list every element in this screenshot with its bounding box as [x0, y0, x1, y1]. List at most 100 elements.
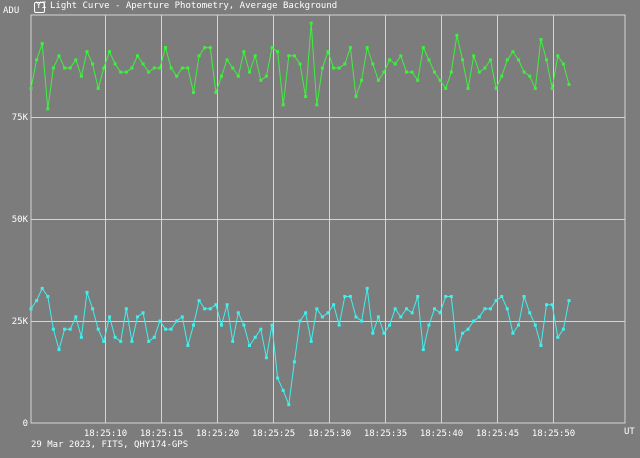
data-point: [248, 344, 251, 347]
data-point: [533, 86, 537, 90]
data-point: [393, 307, 397, 311]
data-point: [197, 299, 201, 303]
data-point: [376, 78, 380, 82]
data-point: [29, 86, 33, 90]
data-point: [186, 344, 190, 347]
x-tick-label: 18:25:40: [420, 429, 463, 439]
data-point: [169, 327, 173, 331]
data-point: [337, 66, 341, 70]
series-group: [29, 21, 571, 407]
data-point: [444, 295, 448, 298]
data-point: [136, 54, 139, 58]
data-point: [203, 307, 207, 311]
data-point: [388, 323, 392, 327]
data-point: [147, 70, 151, 74]
y-tick-label: 75K: [12, 113, 29, 123]
data-point: [180, 315, 184, 319]
data-point: [360, 319, 364, 323]
data-point: [242, 323, 246, 327]
data-point: [489, 307, 492, 311]
data-point: [40, 286, 44, 290]
data-point: [337, 323, 341, 327]
data-point: [51, 66, 55, 70]
y-tick-label: 25K: [12, 317, 29, 327]
data-point: [466, 327, 470, 331]
data-point: [46, 295, 50, 298]
data-point: [29, 307, 33, 311]
data-point: [169, 66, 173, 70]
data-point: [405, 307, 408, 311]
data-point: [242, 50, 246, 54]
data-point: [74, 315, 78, 319]
data-point: [399, 54, 403, 58]
data-point: [399, 315, 403, 319]
data-point: [113, 335, 117, 339]
x-tick-label: 18:25:50: [532, 429, 575, 439]
data-point: [208, 46, 212, 50]
data-point: [79, 74, 83, 78]
data-point: [371, 331, 375, 335]
data-point: [494, 299, 498, 303]
data-point: [214, 303, 218, 307]
data-point: [57, 348, 61, 352]
data-point: [528, 74, 532, 78]
data-point: [455, 348, 459, 352]
data-point: [186, 66, 190, 70]
series-line: [30, 287, 570, 407]
data-point: [354, 95, 358, 99]
data-point: [287, 54, 291, 58]
data-point: [63, 327, 67, 331]
data-point: [68, 327, 72, 331]
data-point: [175, 319, 179, 323]
data-point: [102, 66, 106, 70]
x-axis-label: UT: [624, 427, 635, 437]
data-point: [461, 58, 464, 62]
data-point: [466, 86, 470, 90]
data-point: [365, 286, 369, 290]
data-point: [124, 307, 128, 311]
data-point: [264, 356, 268, 360]
data-point: [40, 42, 44, 46]
data-point: [550, 303, 554, 307]
data-point: [511, 50, 515, 54]
data-point: [483, 66, 487, 70]
data-point: [438, 311, 442, 315]
data-point: [494, 86, 498, 90]
data-point: [410, 70, 414, 74]
data-point: [421, 348, 425, 352]
data-point: [276, 50, 280, 54]
data-point: [68, 66, 72, 70]
data-point: [79, 335, 83, 339]
x-tick-label: 18:25:15: [140, 429, 183, 439]
data-point: [281, 388, 285, 392]
data-point: [96, 327, 100, 331]
data-point: [472, 319, 476, 323]
data-point: [343, 62, 347, 66]
data-point: [567, 82, 571, 86]
data-point: [119, 70, 123, 74]
x-tick-label: 18:25:30: [308, 429, 351, 439]
data-point: [253, 54, 257, 58]
data-point: [410, 311, 414, 315]
data-point: [152, 335, 156, 339]
data-point: [203, 46, 207, 50]
data-point: [270, 46, 274, 50]
data-point: [438, 78, 442, 82]
x-tick-label: 18:25:45: [476, 429, 519, 439]
data-point: [141, 62, 145, 66]
data-point: [298, 62, 302, 66]
data-point: [561, 327, 565, 331]
data-point: [326, 311, 330, 315]
data-point: [287, 403, 291, 407]
app-window-icon[interactable]: YI: [34, 1, 47, 13]
data-point: [292, 54, 296, 58]
data-point: [539, 344, 543, 347]
app-icon-glyph: YI: [36, 1, 47, 11]
data-point: [416, 78, 420, 82]
data-point: [360, 78, 364, 82]
data-point: [449, 70, 453, 74]
data-point: [164, 46, 167, 50]
window-title: Light Curve - Aperture Photometry, Avera…: [50, 1, 338, 11]
y-axis-label: ADU: [3, 6, 19, 16]
